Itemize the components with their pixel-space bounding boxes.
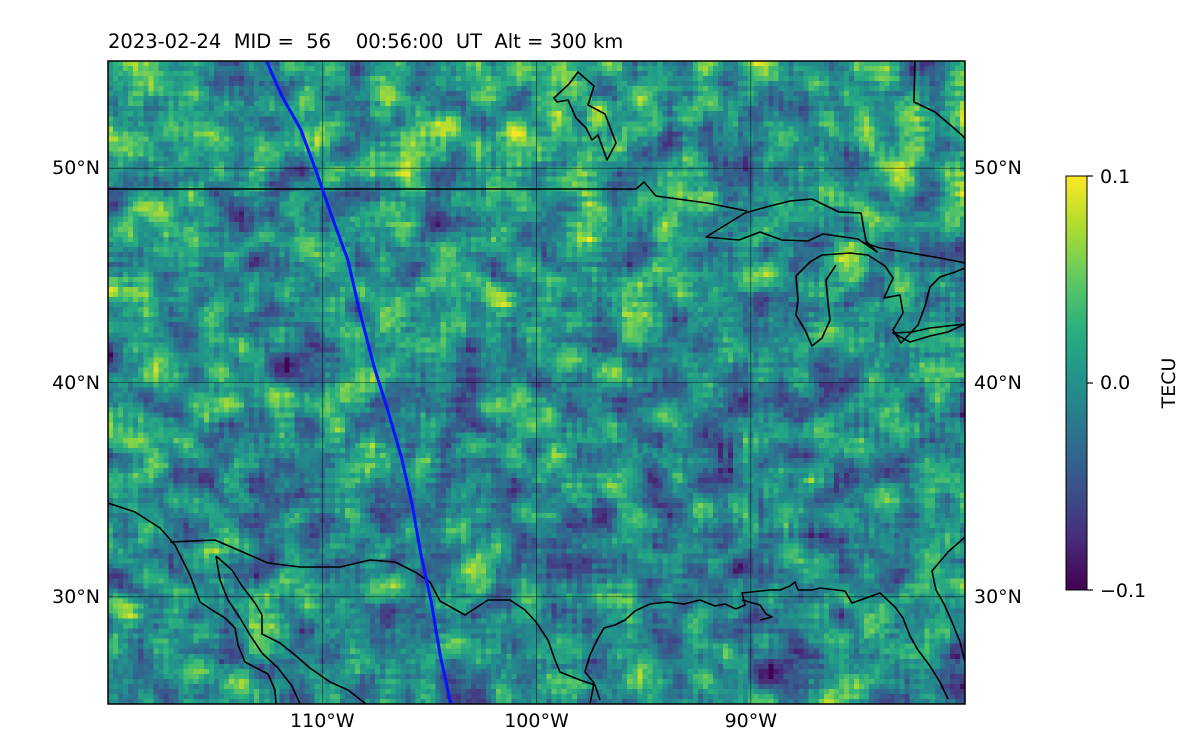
colorbar-label: TECU bbox=[1158, 358, 1180, 410]
us-canada-border bbox=[108, 181, 748, 212]
map-title: 2023-02-24 MID = 56 00:56:00 UT Alt = 30… bbox=[108, 30, 623, 53]
x-tick-label-110w: 110°W bbox=[290, 710, 355, 732]
us-mexico-border bbox=[169, 539, 601, 701]
map-frame bbox=[107, 60, 966, 705]
lake-michigan-huron bbox=[795, 252, 965, 344]
lake-michigan-west bbox=[795, 264, 837, 347]
baja-inner-coast bbox=[215, 555, 301, 704]
y-tick-label-left-50n: 50°N bbox=[52, 157, 100, 179]
colorbar: 0.1 0.0 −0.1 TECU bbox=[1065, 166, 1180, 602]
y-tick-label-left-40n: 40°N bbox=[52, 372, 100, 394]
gulf-coast-louisiana bbox=[735, 581, 949, 700]
x-tick-label-90w: 90°W bbox=[725, 710, 778, 732]
lake-superior bbox=[705, 198, 878, 253]
map-axes-ticks: 110°W 100°W 90°W 30°N 40°N 50°N 30°N 40°… bbox=[52, 157, 1022, 732]
mexico-pacific-coast bbox=[108, 502, 277, 704]
y-tick-label-right-30n: 30°N bbox=[974, 586, 1022, 608]
coastlines-borders bbox=[108, 61, 965, 704]
baja-peninsula bbox=[215, 555, 367, 704]
lake-erie-ontario bbox=[892, 323, 965, 343]
great-lakes-north bbox=[861, 241, 965, 264]
colorbar-tick-label-zero: 0.0 bbox=[1100, 372, 1130, 394]
y-tick-label-left-30n: 30°N bbox=[52, 586, 100, 608]
colorbar-gradient bbox=[1065, 175, 1088, 591]
gulf-coast-louisiana-inner bbox=[741, 599, 773, 621]
x-tick-label-100w: 100°W bbox=[504, 710, 569, 732]
y-tick-label-right-50n: 50°N bbox=[974, 157, 1022, 179]
gridlines bbox=[108, 61, 965, 704]
map-area bbox=[108, 61, 965, 704]
satellite-track-line bbox=[265, 61, 453, 704]
colorbar-tick-label-min: −0.1 bbox=[1100, 580, 1146, 602]
florida-atlantic-coast bbox=[931, 536, 965, 663]
gulf-coast-texas bbox=[584, 599, 737, 704]
y-tick-label-right-40n: 40°N bbox=[974, 372, 1022, 394]
hudson-bay-east-coast bbox=[913, 61, 965, 139]
hudson-bay-coast bbox=[553, 71, 617, 161]
colorbar-tick-label-max: 0.1 bbox=[1100, 166, 1130, 188]
